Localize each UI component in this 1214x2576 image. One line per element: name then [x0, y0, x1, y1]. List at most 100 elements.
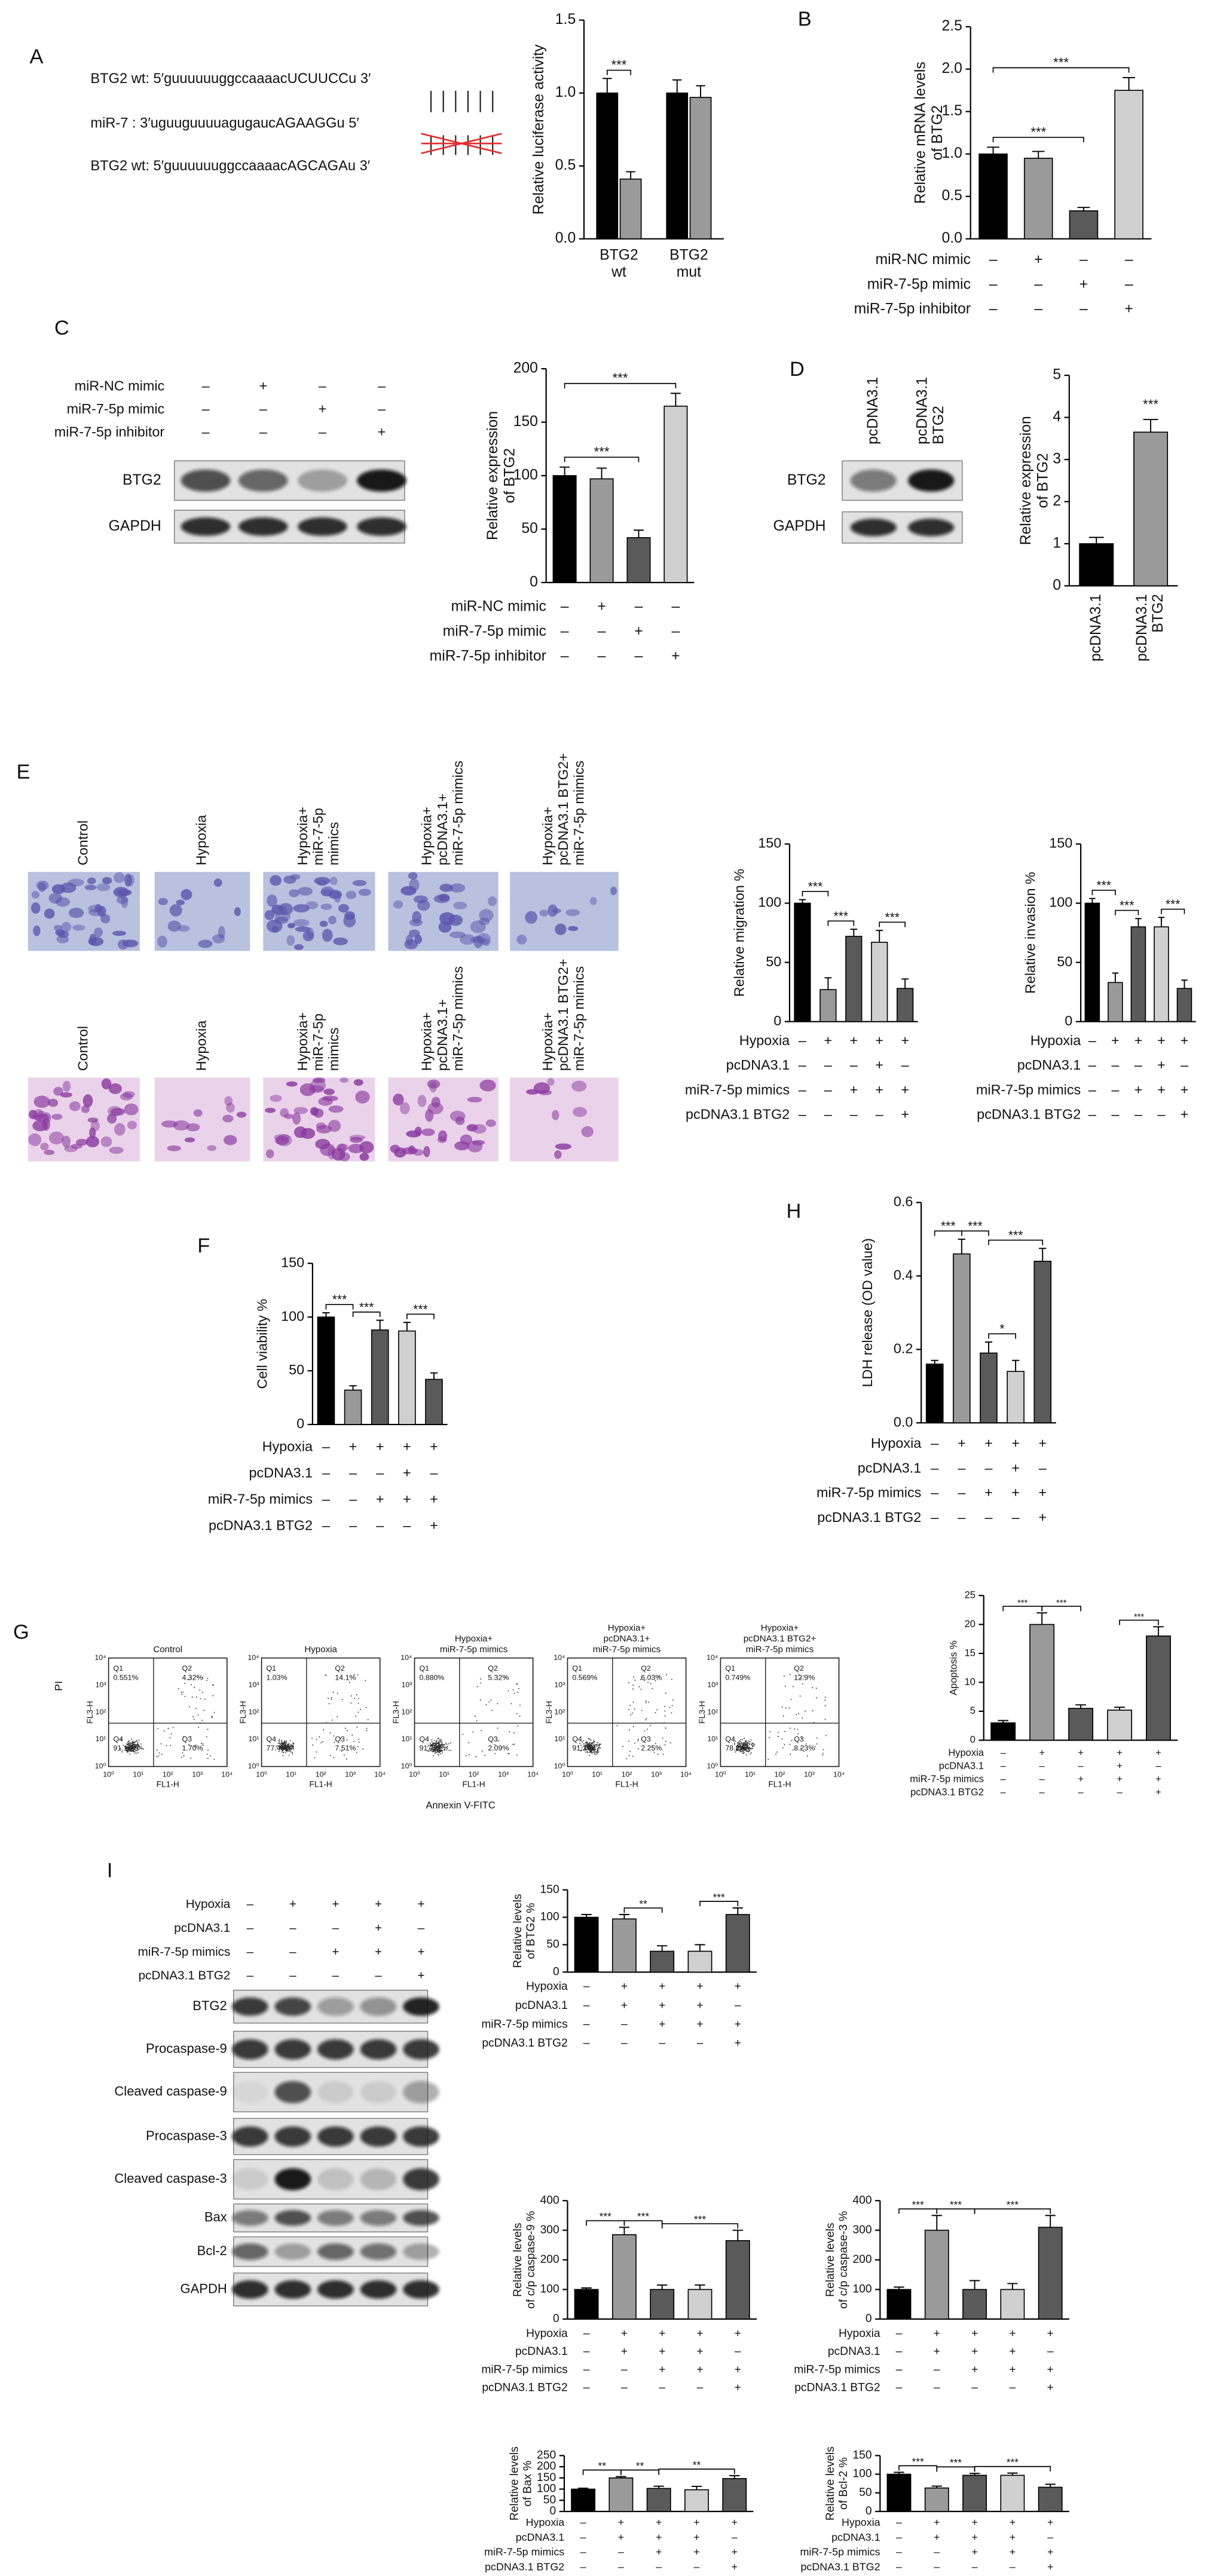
- stained-cell: [328, 890, 343, 899]
- event-dot: [133, 1742, 134, 1744]
- flow-plot-frame: [720, 1657, 840, 1768]
- event-dot: [283, 1744, 285, 1746]
- event-dot: [129, 1750, 131, 1751]
- micrograph-label: miR-7-5p mimics: [571, 761, 586, 865]
- event-dot: [134, 1752, 136, 1754]
- condition-sign: –: [697, 2382, 704, 2394]
- event-dot: [591, 1742, 593, 1744]
- event-dot: [474, 1716, 476, 1717]
- micrograph-label: mimics: [326, 1028, 341, 1071]
- event-dot: [739, 1746, 741, 1747]
- stained-cell: [267, 895, 277, 907]
- condition-sign: –: [896, 2531, 902, 2543]
- quadrant-value: 1.03%: [266, 1673, 287, 1681]
- event-dot: [181, 1691, 182, 1693]
- condition-sign: –: [201, 424, 209, 440]
- blot-band: [403, 2039, 439, 2060]
- stained-cell: [213, 878, 222, 887]
- event-dot: [348, 1681, 350, 1683]
- panel-label: D: [790, 358, 805, 381]
- event-dot: [816, 1737, 818, 1739]
- condition-sign: +: [1181, 1107, 1189, 1122]
- event-dot: [133, 1745, 134, 1747]
- event-dot: [592, 1744, 594, 1745]
- condition-sign: +: [934, 2345, 940, 2358]
- condition-sign: +: [671, 648, 680, 664]
- event-dot: [634, 1708, 635, 1710]
- stained-cell: [223, 1135, 237, 1145]
- condition-sign: +: [1078, 1774, 1084, 1785]
- event-dot: [507, 1753, 509, 1754]
- event-dot: [365, 1707, 367, 1708]
- stained-cell: [96, 883, 111, 892]
- blot-band: [403, 2243, 439, 2260]
- y-tick-label: 150: [1049, 835, 1072, 851]
- blot-band: [298, 469, 347, 492]
- condition-sign: –: [319, 378, 326, 394]
- event-dot: [291, 1745, 293, 1747]
- condition-sign: +: [971, 2531, 977, 2543]
- event-dot: [138, 1745, 140, 1747]
- bar: [684, 2489, 709, 2512]
- y-tick-label: 0.2: [894, 1340, 913, 1356]
- event-dot: [439, 1748, 441, 1749]
- event-dot: [435, 1749, 436, 1751]
- bar: [1146, 1635, 1171, 1741]
- event-dot: [432, 1751, 433, 1753]
- significance-label: ***: [1143, 397, 1158, 412]
- event-dot: [130, 1742, 131, 1744]
- stained-cell: [167, 1145, 182, 1151]
- condition-sign: +: [417, 1897, 424, 1911]
- y-tick-label: 0.5: [555, 157, 576, 173]
- condition-sign: +: [1010, 2546, 1016, 2558]
- event-dot: [333, 1735, 335, 1737]
- quadrant-name: Q3: [182, 1735, 192, 1743]
- panel-label: B: [798, 8, 812, 30]
- event-dot: [740, 1747, 741, 1748]
- event-dot: [354, 1698, 355, 1699]
- stained-cell: [60, 1092, 72, 1098]
- event-dot: [432, 1747, 434, 1749]
- event-dot: [589, 1750, 591, 1752]
- event-dot: [134, 1747, 136, 1749]
- event-dot: [747, 1742, 748, 1743]
- event-dot: [327, 1698, 329, 1699]
- event-dot: [139, 1748, 140, 1750]
- condition-sign: –: [989, 252, 998, 268]
- condition-sign: +: [375, 1897, 382, 1911]
- y-tick-label: 0: [970, 1735, 976, 1745]
- condition-sign: –: [247, 1969, 254, 1983]
- y-tick-label: 50: [543, 2494, 556, 2506]
- event-dot: [594, 1752, 595, 1754]
- event-dot: [344, 1727, 346, 1729]
- event-dot: [781, 1738, 783, 1740]
- event-dot: [591, 1744, 593, 1746]
- event-dot: [282, 1742, 284, 1744]
- event-dot: [188, 1706, 190, 1708]
- event-dot: [597, 1742, 599, 1744]
- event-dot: [650, 1683, 652, 1684]
- y-tick-label: 4: [1053, 409, 1061, 425]
- stained-cell: [409, 919, 423, 926]
- quadrant-value: 8.23%: [794, 1744, 815, 1752]
- event-dot: [738, 1744, 739, 1745]
- significance-bracket: [1091, 890, 1116, 896]
- event-dot: [281, 1748, 283, 1750]
- event-dot: [595, 1754, 597, 1756]
- event-dot: [645, 1700, 647, 1702]
- bar: [1000, 2474, 1025, 2512]
- condition-sign: –: [583, 1980, 590, 1993]
- event-dot: [184, 1683, 186, 1684]
- event-dot: [441, 1742, 443, 1744]
- condition-sign: –: [850, 1057, 858, 1073]
- flow-title: Hypoxia: [304, 1644, 337, 1655]
- quadrant-value: 91.1%: [114, 1744, 134, 1752]
- stained-cell: [439, 912, 455, 925]
- condition-sign: –: [1034, 276, 1042, 292]
- stained-cell: [449, 1110, 466, 1122]
- micrograph-label: pcDNA3.1+: [435, 794, 450, 865]
- condition-sign: +: [659, 1980, 665, 1993]
- event-dot: [137, 1749, 139, 1751]
- condition-sign: –: [1088, 1033, 1096, 1048]
